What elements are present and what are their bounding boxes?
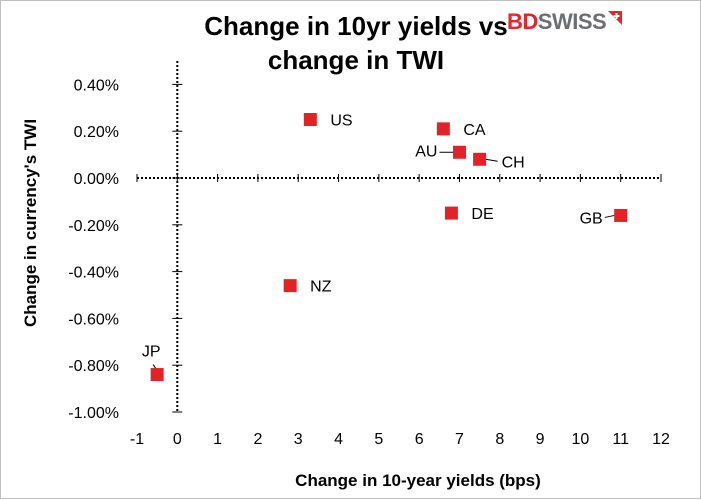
brand-logo: BD SWISS (507, 9, 623, 35)
data-point-nz (283, 279, 297, 293)
chart-title-line-1: Change in 10yr yields vs (204, 11, 508, 41)
x-axis-title: Change in 10-year yields (bps) (295, 471, 541, 490)
data-label-ca: CA (463, 122, 486, 139)
y-tick-label: 0.20% (74, 124, 119, 141)
x-tick-label: 5 (374, 431, 383, 448)
data-point-ch (473, 152, 487, 166)
data-point-ca (436, 122, 450, 136)
data-point-gb (614, 208, 628, 222)
label-leader-line (604, 214, 615, 218)
y-tick-label: -0.40% (68, 265, 119, 282)
x-tick-label: 10 (571, 431, 589, 448)
x-tick-label: 6 (415, 431, 424, 448)
chart-title-line-2: change in TWI (267, 45, 445, 75)
y-tick-label: -0.60% (68, 311, 119, 328)
data-point-us (303, 113, 317, 126)
x-tick-label: 4 (334, 431, 343, 448)
plus-flag-icon (608, 11, 623, 25)
y-tick-label: 0.00% (74, 171, 119, 188)
data-label-au: AU (415, 143, 437, 160)
data-label-us: US (330, 113, 352, 130)
y-tick-label: -0.80% (68, 358, 119, 375)
brand-logo-part-2: SWISS (537, 9, 607, 34)
y-tick-label: -1.00% (68, 405, 119, 422)
x-tick-label: 11 (612, 431, 629, 448)
label-leader-line (485, 158, 498, 162)
data-label-nz: NZ (310, 279, 332, 296)
x-tick-label: 0 (173, 431, 182, 448)
x-tick-label: 9 (536, 431, 545, 448)
x-tick-label: 3 (294, 431, 303, 448)
data-point-au (452, 145, 466, 159)
data-label-ch: CH (502, 154, 525, 171)
x-tick-label: 2 (253, 431, 262, 448)
x-tick-label: 8 (495, 431, 504, 448)
data-point-de (444, 206, 458, 220)
y-tick-label: 0.40% (74, 77, 119, 94)
data-label-de: DE (471, 206, 493, 223)
data-point-jp (150, 368, 164, 382)
x-tick-label: 12 (652, 431, 670, 448)
data-label-jp: JP (142, 344, 161, 361)
x-tick-label: 7 (455, 431, 464, 448)
y-tick-label: -0.20% (68, 218, 119, 235)
brand-logo-part-1: BD (507, 9, 538, 34)
x-tick-label: -1 (130, 431, 144, 448)
chart-title: Change in 10yr yields vs change in TWI (131, 9, 581, 77)
data-label-gb: GB (580, 210, 603, 227)
x-tick-label: 1 (213, 431, 222, 448)
